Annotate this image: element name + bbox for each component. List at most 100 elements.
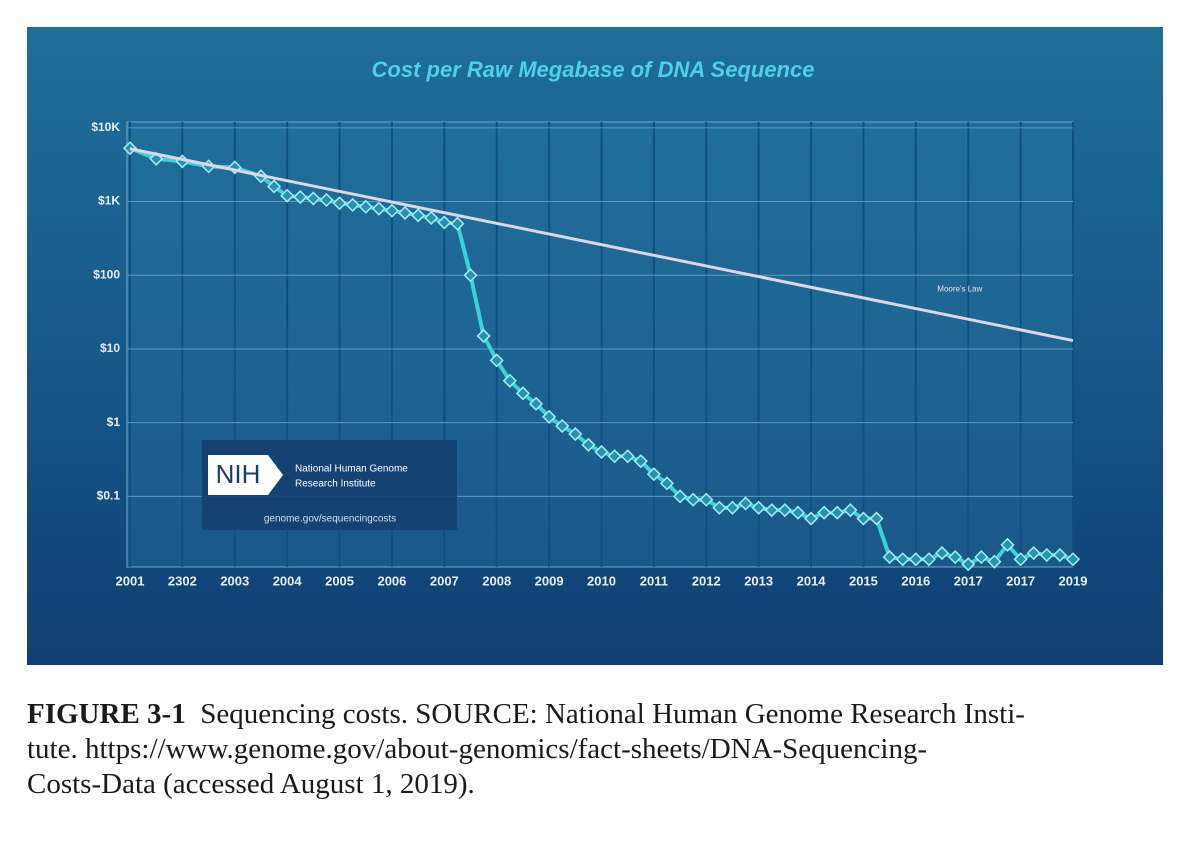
caption-line: FIGURE 3-1 Sequencing costs. SOURCE: Nat… [27, 698, 1025, 731]
data-point [463, 268, 478, 283]
data-point [817, 505, 832, 520]
data-point [319, 192, 334, 208]
y-tick-label: $1 [107, 415, 121, 429]
data-point [895, 552, 910, 567]
data-point [358, 199, 373, 214]
institute-name: Research Institute [295, 479, 376, 490]
data-point [568, 427, 583, 442]
data-point [843, 503, 858, 518]
data-point [122, 141, 138, 156]
data-point [620, 449, 635, 464]
data-point [882, 550, 897, 565]
data-point [974, 550, 989, 565]
x-tick-label: 2007 [430, 573, 459, 588]
x-tick-label: 2011 [640, 573, 668, 588]
caption-label: FIGURE 3-1 [27, 698, 186, 730]
caption-line: Costs-Data (accessed August 1, 2019). [27, 768, 475, 800]
data-point [397, 205, 413, 221]
data-point [528, 396, 544, 411]
data-point [790, 505, 806, 520]
data-point [437, 215, 452, 230]
caption-text: Sequencing costs. SOURCE: National Human… [200, 698, 1025, 730]
data-point [830, 505, 845, 520]
data-point [542, 409, 557, 424]
y-tick-label: $10 [100, 341, 120, 355]
data-point [738, 496, 753, 511]
data-point [1013, 552, 1028, 567]
logo-acronym: NIH [216, 459, 261, 489]
x-tick-label: 2010 [587, 573, 616, 588]
data-point [345, 197, 360, 212]
data-point [450, 216, 465, 231]
data-point [555, 418, 570, 434]
data-point [280, 188, 295, 203]
x-tick-label: 2006 [377, 573, 406, 588]
data-point [673, 489, 688, 504]
source-url: genome.gov/sequencingcosts [264, 514, 396, 525]
data-point [371, 201, 386, 216]
trend-line [129, 147, 1074, 343]
data-point [961, 557, 976, 572]
data-point [725, 500, 740, 515]
data-point [699, 492, 714, 507]
data-point [1065, 552, 1081, 567]
data-point [411, 208, 426, 223]
data-point [1039, 547, 1054, 563]
data-point [306, 191, 321, 206]
data-point [633, 454, 648, 469]
trend-label: Moore's Law [937, 285, 982, 294]
y-tick-label: $0.1 [97, 489, 121, 503]
x-tick-label: 2008 [482, 573, 511, 588]
y-tick-label: $100 [93, 267, 120, 281]
logo-arrow [268, 455, 283, 495]
data-point [594, 444, 609, 460]
x-tick-label: 2017 [954, 573, 983, 588]
caption-line: tute. https://www.genome.gov/about-genom… [27, 733, 928, 765]
data-point [267, 179, 282, 194]
x-tick-label: 2009 [535, 573, 564, 588]
data-point [869, 511, 884, 526]
data-point [1026, 546, 1041, 561]
x-tick-label: 2014 [797, 573, 827, 588]
source-box: NIH National Human Genome Research Insti… [202, 440, 457, 530]
data-point [607, 449, 622, 464]
data-point [502, 373, 517, 388]
x-tick-label: 2004 [273, 573, 303, 588]
data-point [1052, 547, 1067, 563]
x-tick-label: 2016 [901, 573, 930, 588]
data-point [934, 546, 950, 561]
data-point [1000, 537, 1015, 552]
chart-background [27, 27, 1163, 665]
data-point [581, 437, 596, 452]
data-point [489, 353, 504, 368]
data-point [777, 503, 792, 518]
x-tick-label: 2001 [116, 573, 145, 588]
x-tick-label: 2017 [1006, 573, 1035, 588]
data-point [515, 386, 530, 401]
data-point [764, 503, 779, 518]
y-tick-label: $10K [91, 120, 120, 134]
data-point [332, 196, 347, 211]
x-tick-label: 2012 [692, 573, 721, 588]
data-point [856, 511, 871, 526]
logo-box [208, 455, 268, 495]
data-point [921, 552, 936, 567]
x-tick-label: 2013 [744, 573, 773, 588]
data-point [686, 492, 701, 507]
y-tick-label: $1K [98, 194, 120, 208]
data-point [659, 476, 675, 491]
data-point [424, 210, 439, 225]
data-point [293, 190, 308, 205]
data-point [987, 554, 1002, 569]
data-point [712, 500, 727, 515]
x-tick-label: 2019 [1059, 573, 1088, 588]
data-point [646, 467, 661, 482]
data-point [908, 552, 923, 567]
x-tick-label: 2005 [325, 573, 354, 588]
x-tick-label: 2015 [849, 573, 878, 588]
institute-name: National Human Genome [295, 464, 408, 475]
data-point [803, 511, 819, 526]
chart-title: Cost per Raw Megabase of DNA Sequence [372, 57, 815, 82]
x-tick-label: 2302 [168, 573, 197, 588]
